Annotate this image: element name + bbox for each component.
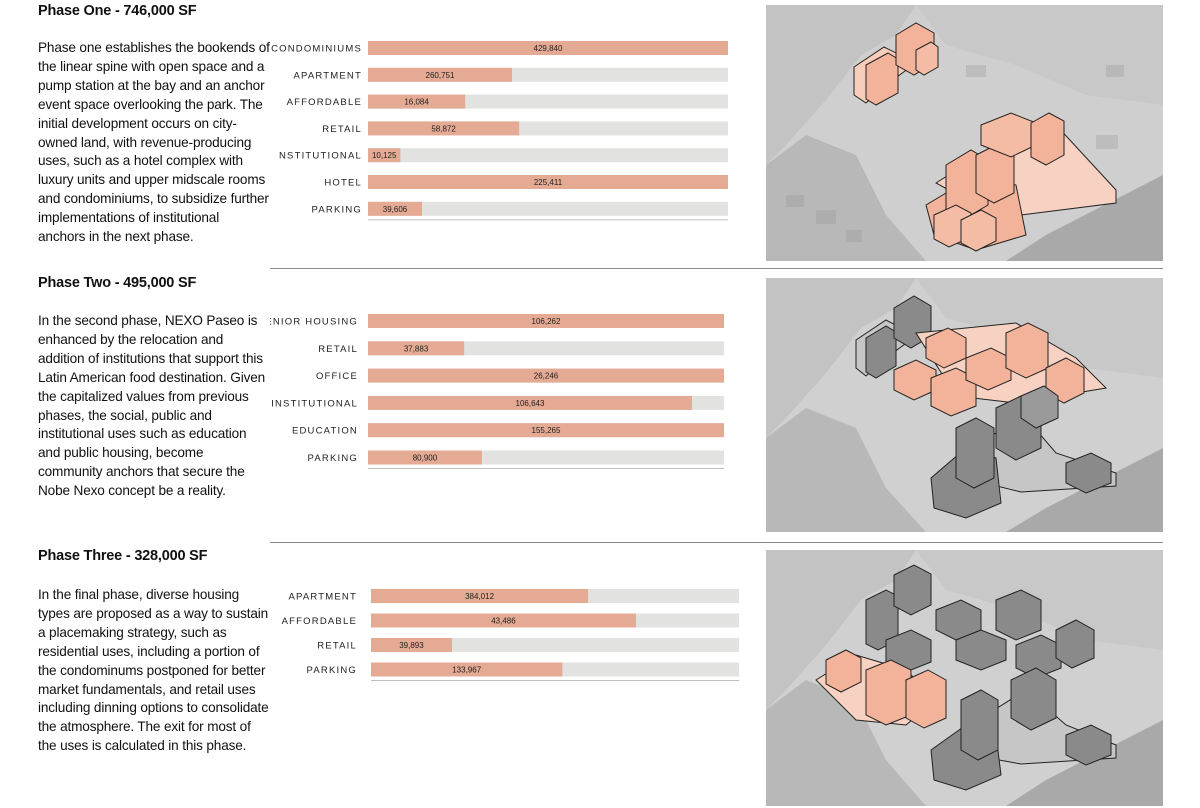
bar <box>371 662 563 677</box>
bar <box>368 67 512 82</box>
value-label: 106,643 <box>516 399 545 408</box>
category-label: PARKING <box>307 665 357 676</box>
bar <box>368 41 728 55</box>
phase-three-bar-chart: APARTMENT 384,012 AFFORDABLE 43,486 RETAIL 39… <box>282 589 739 681</box>
bar-track <box>368 148 728 163</box>
category-label: OFFICE <box>316 371 358 382</box>
phase-one-section: Phase One - 746,000 SF Phase one establi… <box>0 0 1200 270</box>
value-label: 80,900 <box>413 454 438 463</box>
bar <box>368 121 520 136</box>
value-label: 43,486 <box>491 617 516 626</box>
category-label: CONDOMINIUMS <box>271 44 362 55</box>
category-label: AFFORDABLE <box>287 97 362 108</box>
phase-two-bar-chart: SENIOR HOUSING 106,262 RETAIL 37,883 OFFICE 2… <box>270 314 724 469</box>
value-label: 106,262 <box>532 317 561 326</box>
category-label: EDUCATION <box>292 426 358 437</box>
bar-track <box>371 638 739 652</box>
bar <box>368 423 724 438</box>
value-label: 39,893 <box>399 641 424 650</box>
bar <box>368 94 466 109</box>
bar <box>368 175 728 189</box>
value-label: 155,265 <box>532 426 561 435</box>
bar <box>368 450 482 465</box>
value-label: 10,125 <box>372 151 397 160</box>
category-label: HOTEL <box>324 178 362 189</box>
bar <box>368 201 422 216</box>
category-label: PARKING <box>308 453 358 464</box>
phase-one-bar-chart: CONDOMINIUMS 429,840 APARTMENT 260,751 AFFOR… <box>271 41 728 221</box>
phase-three-description: In the final phase, diverse housing type… <box>38 587 269 754</box>
bar <box>368 368 724 383</box>
category-label: SENIOR HOUSING <box>270 317 358 328</box>
bar <box>368 395 692 410</box>
bar-track <box>368 201 728 216</box>
phase-one-title: Phase One - 746,000 SF <box>38 3 197 19</box>
bar <box>368 148 401 163</box>
value-label: 58,872 <box>431 124 456 133</box>
bar <box>368 341 465 356</box>
category-label: APARTMENT <box>288 592 357 603</box>
category-label: AFFORDABLE <box>282 616 357 627</box>
value-label: 225,411 <box>534 178 563 187</box>
category-label: INSTITUTIONAL <box>271 398 358 409</box>
category-label: PARKING <box>312 204 362 215</box>
value-label: 39,606 <box>383 205 408 214</box>
category-label: APARTMENT <box>293 70 362 81</box>
phase-three-title: Phase Three - 328,000 SF <box>38 548 208 564</box>
phase-two-description: In the second phase, NEXO Paseo is enhan… <box>38 313 266 499</box>
value-label: 133,967 <box>452 666 481 675</box>
category-label: RETAIL <box>322 124 362 135</box>
category-label: RETAIL <box>317 641 357 652</box>
phase-one-description: Phase one establishes the bookends of th… <box>38 40 270 245</box>
category-label: NSTITUTIONAL <box>279 151 362 162</box>
value-label: 16,084 <box>404 98 429 107</box>
value-label: 26,246 <box>534 372 559 381</box>
phase-two-site-map <box>766 278 1163 532</box>
value-label: 429,840 <box>534 44 563 53</box>
phase-three-section: Phase Three - 328,000 SF In the final ph… <box>0 546 1200 808</box>
phase-three-site-map <box>766 550 1163 806</box>
value-label: 260,751 <box>426 71 455 80</box>
bar <box>371 638 452 652</box>
section-divider-2 <box>270 542 1163 543</box>
phase-two-title: Phase Two - 495,000 SF <box>38 275 197 291</box>
category-label: RETAIL <box>318 344 358 355</box>
bar <box>371 613 636 628</box>
phase-two-section: Phase Two - 495,000 SF In the second pha… <box>0 272 1200 544</box>
phase-one-site-map <box>766 5 1163 261</box>
value-label: 37,883 <box>404 344 429 353</box>
bar <box>371 589 589 603</box>
bar <box>368 314 724 328</box>
section-divider-1 <box>270 268 1163 269</box>
value-label: 384,012 <box>465 592 494 601</box>
